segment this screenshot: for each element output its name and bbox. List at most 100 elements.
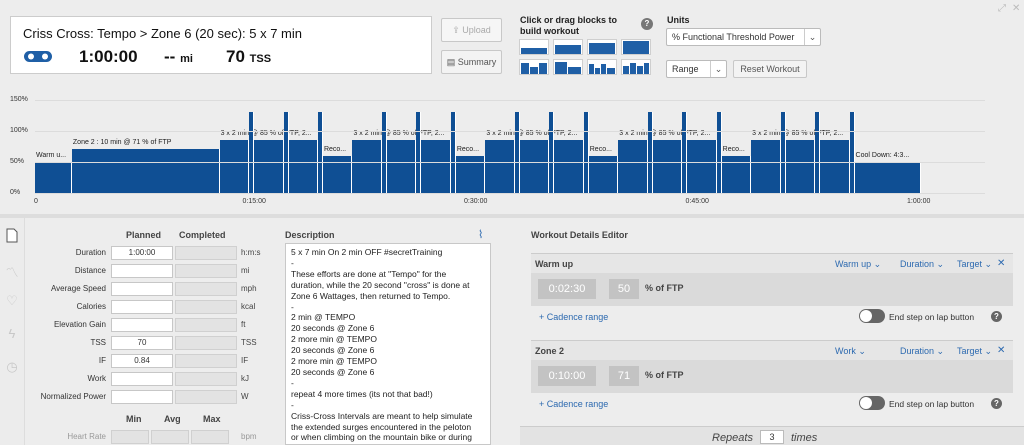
step-options: + Cadence range End step on lap button? [531,393,1013,413]
chart-icon[interactable]: 〽 [5,265,19,280]
block-steady-mid[interactable] [553,39,583,55]
repeats-input[interactable]: 3 [760,430,784,444]
help-icon[interactable]: ? [991,398,1002,409]
cadence-range-link[interactable]: + Cadence range [539,399,609,409]
interval-bar[interactable] [249,112,254,193]
y-tick-label: 50% [10,158,25,165]
planned-work-input[interactable] [111,372,173,386]
step-target-dropdown[interactable]: Target ⌄ [957,259,993,269]
step-time-input[interactable]: 0:10:00 [538,366,596,386]
toggle-knob [860,310,872,322]
step-pct-input[interactable]: 50 [609,279,639,299]
interval-bar[interactable] [519,140,550,193]
interval-bar[interactable] [652,140,683,193]
help-icon[interactable]: ? [991,311,1002,322]
interval-bar[interactable] [849,112,855,193]
planned-elevation-gain-input[interactable] [111,318,173,332]
interval-bar[interactable] [618,140,648,193]
step-type-dropdown[interactable]: Work ⌄ [835,346,866,356]
planned-calories-input[interactable] [111,300,173,314]
planned-tss-input[interactable]: 70 [111,336,173,350]
interval-label: 3 x 2 min @ 85 % of FTP, 2... [619,130,711,138]
x-tick-label: 0 [34,198,38,205]
interval-bar[interactable] [416,112,422,193]
summary-button[interactable]: ▤ Summary [441,50,502,74]
help-icon[interactable]: ? [641,18,653,30]
x-tick-label: 0:45:00 [685,198,709,205]
block-intervals-3[interactable] [587,59,617,75]
description-line: 20 seconds @ Zone 6 [291,323,375,334]
expand-icon[interactable]: ⤢ [998,3,1006,14]
step-duration-dropdown[interactable]: Duration ⌄ [900,259,945,269]
block-intervals-4[interactable] [621,59,651,75]
interval-bar[interactable] [549,112,555,193]
upload-button[interactable]: ⇪ Upload [441,18,502,42]
interval-bar[interactable] [352,140,382,193]
interval-bar[interactable] [583,112,589,193]
lap-toggle[interactable] [859,396,885,410]
planned-distance-input[interactable] [111,264,173,278]
interval-bar[interactable] [219,140,250,193]
interval-bar[interactable] [820,140,850,193]
interval-bar[interactable] [253,140,284,193]
lap-toggle[interactable] [859,309,885,323]
block-steady-high[interactable] [587,39,617,55]
units-select[interactable]: % Functional Threshold Power ⌄ [666,28,821,46]
interval-bar[interactable] [647,112,653,193]
interval-label: Reco... [722,145,745,153]
interval-bar[interactable] [854,162,921,193]
chart-plot-area[interactable]: Warm u... Zone 2 : 10 min @ 71 % of FTP 3 … [35,100,985,193]
range-select[interactable]: Range ⌄ [666,60,727,78]
close-icon[interactable]: ✕ [1012,3,1021,14]
lightning-icon[interactable]: ϟ [8,326,16,341]
close-icon[interactable]: ✕ [997,345,1006,356]
y-tick-label: 150% [10,96,28,103]
step-time-input[interactable]: 0:02:30 [538,279,596,299]
block-steady-low[interactable] [519,39,549,55]
planned-if-input[interactable]: 0.84 [111,354,173,368]
step-target-dropdown[interactable]: Target ⌄ [957,346,993,356]
planned-duration-input[interactable]: 1:00:00 [111,246,173,260]
description-textarea[interactable]: 5 x 7 min On 2 min OFF #secretTraining - T… [285,243,491,445]
close-icon[interactable]: ✕ [997,258,1006,269]
reset-workout-button[interactable]: Reset Workout [733,60,807,78]
interval-bar[interactable] [716,112,722,193]
interval-bar[interactable] [382,112,387,193]
interval-bar[interactable] [318,112,323,193]
block-intervals-2[interactable] [553,59,583,75]
interval-bar[interactable] [751,140,781,193]
gridline [35,131,985,132]
block-intervals-1[interactable] [519,59,549,75]
planned-average-speed-input[interactable] [111,282,173,296]
description-line: 2 min @ TEMPO [291,312,356,323]
interval-bar[interactable] [35,162,72,193]
interval-bar[interactable] [514,112,520,193]
interval-label: Reco... [456,145,480,153]
interval-bar[interactable] [485,140,515,193]
interval-bar[interactable] [815,112,821,193]
interval-bar[interactable] [71,148,220,193]
step-pct-input[interactable]: 71 [609,366,639,386]
description-line: These efforts are done at "Tempo" for th… [291,268,447,279]
interval-bar[interactable] [682,112,688,193]
interval-bar[interactable] [288,140,319,193]
document-icon[interactable] [5,228,19,243]
interval-bar[interactable] [687,140,717,193]
interval-bar[interactable] [386,140,417,193]
description-line: 2 more min @ TEMPO [291,334,377,345]
heart-icon[interactable]: ♡ [6,293,18,308]
paperclip-icon[interactable]: ⌇ [478,229,484,241]
interval-bar[interactable] [283,112,289,193]
planned-normalized-power-input[interactable] [111,390,173,404]
block-steady-max[interactable] [621,39,651,55]
interval-bar[interactable] [450,112,456,193]
interval-bar[interactable] [780,112,786,193]
step-duration-dropdown[interactable]: Duration ⌄ [900,346,945,356]
chart-divider[interactable] [0,214,1024,218]
clock-icon[interactable]: ◷ [6,359,18,374]
interval-bar[interactable] [785,140,816,193]
interval-bar[interactable] [421,140,451,193]
interval-bar[interactable] [554,140,584,193]
step-type-dropdown[interactable]: Warm up ⌄ [835,259,882,269]
cadence-range-link[interactable]: + Cadence range [539,312,609,322]
